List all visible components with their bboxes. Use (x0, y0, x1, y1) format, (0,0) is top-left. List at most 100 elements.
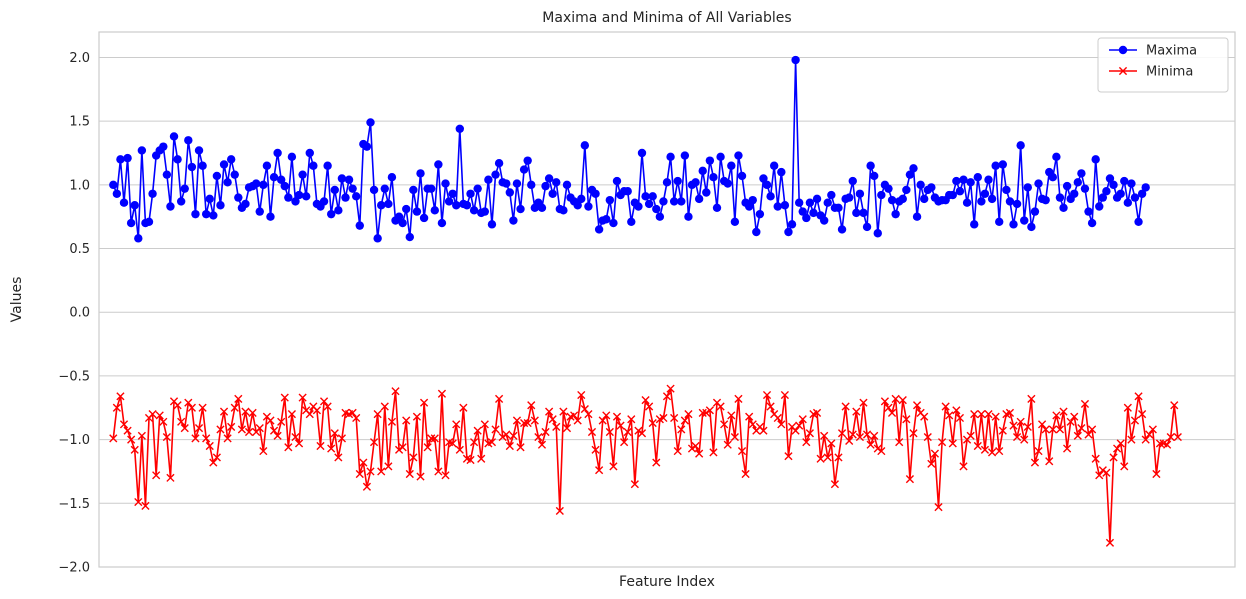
minima-point (587, 427, 597, 437)
minima-point (327, 444, 336, 453)
maxima-point (873, 229, 882, 238)
maxima-point (1027, 222, 1036, 232)
maxima-point (644, 199, 654, 209)
minima-point (562, 424, 572, 433)
maxima-point (198, 161, 207, 170)
maxima-point (1134, 217, 1143, 226)
legend-marker-minima (1118, 66, 1128, 76)
maxima-point (144, 217, 154, 226)
minima-point (495, 394, 504, 403)
minima-point (430, 434, 439, 443)
legend-box (1097, 37, 1229, 93)
y-tick-label: −1.5 (58, 497, 90, 512)
minima-point (623, 427, 632, 437)
minima-point (1120, 462, 1129, 471)
maxima-point (727, 161, 736, 170)
minima-point (241, 407, 250, 416)
minima-point (909, 429, 918, 438)
minima-point (762, 390, 772, 400)
maxima-point (862, 222, 872, 232)
legend-item-maxima: Maxima (1109, 44, 1197, 59)
maxima-point (134, 234, 143, 243)
minima-point (202, 434, 211, 443)
minima-point (880, 397, 890, 406)
minima-point (1012, 432, 1022, 442)
minima-point (1080, 399, 1090, 409)
minima-point (584, 410, 593, 419)
minima-point (198, 403, 207, 412)
maxima-point (748, 195, 757, 205)
minima-point (112, 403, 121, 412)
minima-point (523, 418, 532, 428)
minima-point (1109, 453, 1118, 462)
minima-point (1098, 466, 1107, 475)
minima-point (670, 413, 679, 423)
maxima-point (1127, 179, 1136, 188)
maxima-point (234, 193, 243, 202)
minima-point (980, 445, 990, 454)
minima-point (620, 438, 629, 447)
minima-point (609, 462, 618, 471)
minima-point (398, 443, 407, 452)
minima-point (802, 438, 811, 447)
maxima-point (737, 171, 747, 181)
maxima-point (1080, 184, 1090, 193)
minima-point (559, 407, 568, 416)
maxima-point (1098, 193, 1108, 202)
maxima-point (219, 160, 229, 169)
minima-point (255, 424, 264, 433)
minima-point (534, 432, 543, 442)
minima-point (748, 420, 757, 429)
plot-frame (98, 31, 1236, 568)
maxima-point (412, 207, 422, 216)
maxima-point (855, 189, 865, 198)
minima-point (162, 432, 171, 442)
minima-point (877, 446, 886, 456)
maxima-point (762, 180, 772, 190)
maxima-point (180, 184, 189, 193)
maxima-point (166, 202, 175, 211)
minima-point (1016, 417, 1025, 426)
minima-point (573, 416, 582, 425)
maxima-point (723, 179, 732, 188)
minima-point (1138, 410, 1147, 419)
minima-point (691, 441, 700, 451)
maxima-point (605, 195, 615, 205)
minima-point (377, 467, 386, 476)
minima-point (830, 480, 839, 489)
minima-point (466, 455, 475, 465)
maxima-point (294, 190, 304, 200)
maxima-point (427, 184, 436, 193)
maxima-point (437, 218, 447, 228)
minima-point (852, 407, 861, 416)
minima-point (1141, 435, 1150, 444)
minima-point (895, 438, 904, 447)
minima-point (1091, 454, 1100, 463)
minima-point (666, 384, 675, 393)
maxima-point (927, 183, 936, 192)
y-tick-label: 0.0 (69, 306, 90, 321)
minima-point (870, 431, 879, 440)
minima-point (1145, 430, 1154, 439)
maxima-point (209, 211, 218, 220)
maxima-point (848, 176, 857, 186)
minima-point (480, 420, 489, 429)
minima-point (473, 426, 482, 435)
maxima-point (773, 202, 782, 211)
minima-point (469, 438, 479, 447)
maxima-point (369, 185, 379, 195)
maxima-point (898, 194, 907, 204)
maxima-point (419, 213, 429, 223)
minima-point (598, 416, 607, 425)
maxima-point (662, 178, 672, 187)
maxima-point (709, 173, 718, 182)
minima-point (720, 420, 729, 429)
minima-point (1037, 420, 1047, 429)
maxima-point (502, 179, 511, 188)
minima-point (319, 397, 329, 406)
minima-point (952, 406, 961, 415)
minima-point (795, 421, 804, 430)
maxima-point (973, 173, 982, 182)
maxima-point (759, 174, 768, 183)
minima-point (537, 440, 547, 449)
